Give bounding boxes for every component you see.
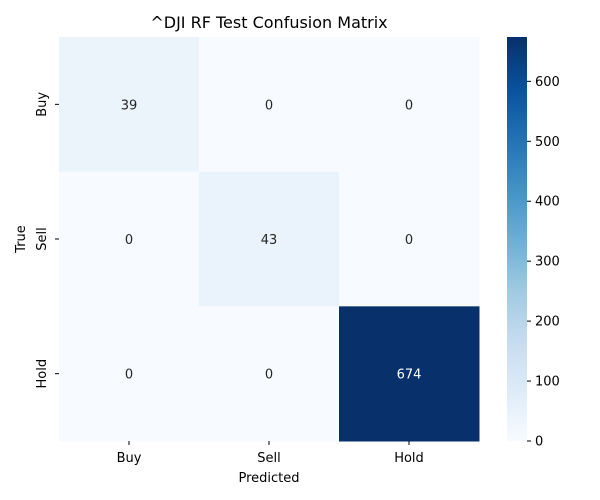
- y-tick-label: Sell: [35, 227, 50, 250]
- heatmap-cell: [59, 306, 200, 442]
- heatmap-cell-labels: 39 0 0 0 43 0 0 0 674: [121, 98, 422, 382]
- cell-value-label: 0: [265, 368, 273, 383]
- cell-value-label: 674: [397, 368, 422, 383]
- colorbar-tick-label: 500: [535, 135, 560, 150]
- x-tick-label: Buy: [117, 451, 142, 466]
- y-tick-label: Hold: [35, 359, 50, 389]
- colorbar-tick-label: 200: [535, 315, 560, 330]
- cell-value-label: 0: [265, 98, 273, 113]
- colorbar-tick-label: 100: [535, 375, 560, 390]
- x-axis-ticks: Buy Sell Hold: [117, 441, 424, 466]
- colorbar-ticks: 0 100 200 300 400 500 600: [527, 75, 560, 450]
- colorbar-tick-label: 0: [535, 435, 543, 450]
- heatmap-cell: [59, 171, 200, 307]
- colorbar-tick-label: 600: [535, 75, 560, 90]
- heatmap-cells: [59, 37, 480, 442]
- cell-value-label: 0: [125, 233, 133, 248]
- x-tick-label: Sell: [257, 451, 280, 466]
- heatmap-cell: [199, 171, 340, 307]
- cell-value-label: 0: [125, 368, 133, 383]
- y-axis-label: True: [14, 225, 29, 254]
- chart-title: ^DJI RF Test Confusion Matrix: [150, 13, 387, 32]
- heatmap-cell: [339, 37, 480, 173]
- cell-value-label: 0: [405, 233, 413, 248]
- y-tick-label: Buy: [35, 92, 50, 117]
- cell-value-label: 0: [405, 98, 413, 113]
- heatmap-cell: [199, 306, 340, 442]
- cell-value-label: 43: [261, 233, 278, 248]
- x-tick-label: Hold: [394, 451, 424, 466]
- heatmap-cell: [59, 37, 200, 173]
- x-axis-label: Predicted: [238, 471, 299, 486]
- colorbar-tick-label: 400: [535, 195, 560, 210]
- y-axis-ticks: Buy Sell Hold: [35, 92, 59, 389]
- heatmap-cell: [339, 306, 480, 442]
- cell-value-label: 39: [121, 98, 138, 113]
- heatmap-cell: [199, 37, 340, 173]
- colorbar-tick-label: 300: [535, 255, 560, 270]
- colorbar: [507, 37, 527, 441]
- heatmap-cell: [339, 171, 480, 307]
